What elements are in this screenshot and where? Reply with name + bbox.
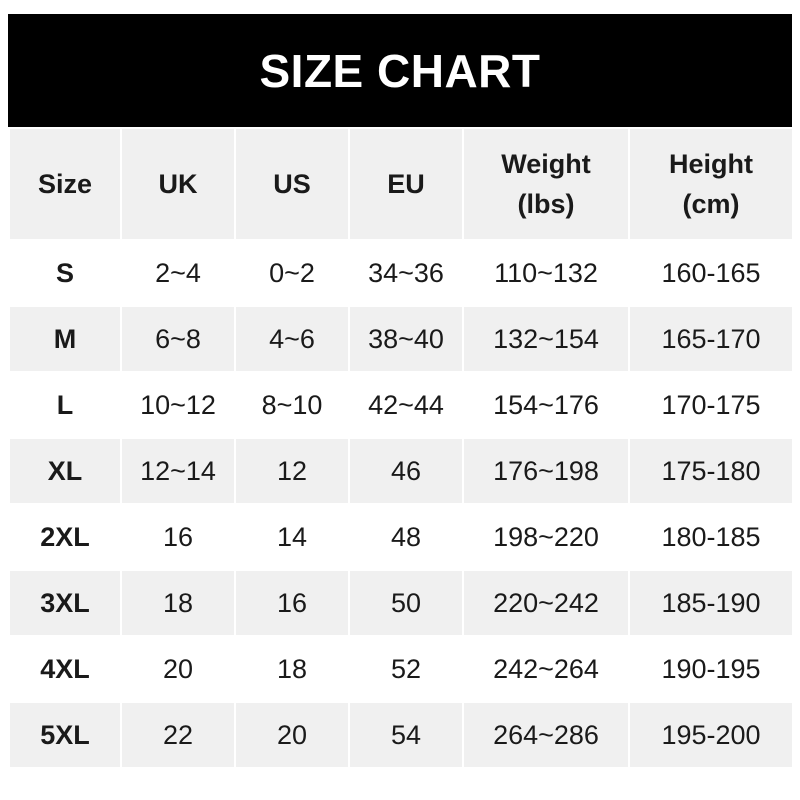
value-cell: 160-165: [628, 239, 794, 307]
size-cell: L: [8, 371, 122, 439]
value-cell: 175-180: [628, 437, 794, 505]
value-cell: 22: [120, 701, 236, 769]
value-cell: 50: [348, 569, 464, 637]
column-header: EU: [348, 127, 464, 241]
size-cell: 2XL: [8, 503, 122, 571]
value-cell: 18: [120, 569, 236, 637]
size-cell: XL: [8, 437, 122, 505]
value-cell: 110~132: [462, 239, 630, 307]
table-row: 4XL 20 18 52 242~264 190-195: [8, 635, 794, 703]
value-cell: 10~12: [120, 371, 236, 439]
size-chart-title: SIZE CHART: [8, 14, 792, 127]
value-cell: 16: [234, 569, 350, 637]
size-cell: M: [8, 305, 122, 373]
value-cell: 52: [348, 635, 464, 703]
value-cell: 42~44: [348, 371, 464, 439]
table-row: L 10~12 8~10 42~44 154~176 170-175: [8, 371, 794, 439]
value-cell: 14: [234, 503, 350, 571]
value-cell: 54: [348, 701, 464, 769]
table-row: S 2~4 0~2 34~36 110~132 160-165: [8, 239, 794, 307]
value-cell: 34~36: [348, 239, 464, 307]
value-cell: 20: [234, 701, 350, 769]
value-cell: 165-170: [628, 305, 794, 373]
column-header: Height (cm): [628, 127, 794, 241]
value-cell: 0~2: [234, 239, 350, 307]
table-row: 3XL 18 16 50 220~242 185-190: [8, 569, 794, 637]
value-cell: 176~198: [462, 437, 630, 505]
size-cell: 5XL: [8, 701, 122, 769]
value-cell: 2~4: [120, 239, 236, 307]
table-row: XL 12~14 12 46 176~198 175-180: [8, 437, 794, 505]
value-cell: 190-195: [628, 635, 794, 703]
value-cell: 170-175: [628, 371, 794, 439]
value-cell: 38~40: [348, 305, 464, 373]
column-header: UK: [120, 127, 236, 241]
value-cell: 264~286: [462, 701, 630, 769]
header-row: Size UK US EU Weight (lbs) Height (cm): [8, 127, 794, 241]
value-cell: 18: [234, 635, 350, 703]
table-row: M 6~8 4~6 38~40 132~154 165-170: [8, 305, 794, 373]
value-cell: 195-200: [628, 701, 794, 769]
value-cell: 46: [348, 437, 464, 505]
table-row: 5XL 22 20 54 264~286 195-200: [8, 701, 794, 769]
value-cell: 48: [348, 503, 464, 571]
size-cell: 3XL: [8, 569, 122, 637]
column-header: US: [234, 127, 350, 241]
value-cell: 154~176: [462, 371, 630, 439]
value-cell: 20: [120, 635, 236, 703]
value-cell: 16: [120, 503, 236, 571]
size-chart-table: Size UK US EU Weight (lbs) Height (cm) S 2~4 0~…: [8, 127, 794, 769]
value-cell: 180-185: [628, 503, 794, 571]
value-cell: 12: [234, 437, 350, 505]
value-cell: 132~154: [462, 305, 630, 373]
value-cell: 8~10: [234, 371, 350, 439]
value-cell: 185-190: [628, 569, 794, 637]
value-cell: 12~14: [120, 437, 236, 505]
column-header: Size: [8, 127, 122, 241]
value-cell: 242~264: [462, 635, 630, 703]
size-cell: S: [8, 239, 122, 307]
table-row: 2XL 16 14 48 198~220 180-185: [8, 503, 794, 571]
size-cell: 4XL: [8, 635, 122, 703]
column-header: Weight (lbs): [462, 127, 630, 241]
value-cell: 6~8: [120, 305, 236, 373]
value-cell: 220~242: [462, 569, 630, 637]
value-cell: 198~220: [462, 503, 630, 571]
value-cell: 4~6: [234, 305, 350, 373]
